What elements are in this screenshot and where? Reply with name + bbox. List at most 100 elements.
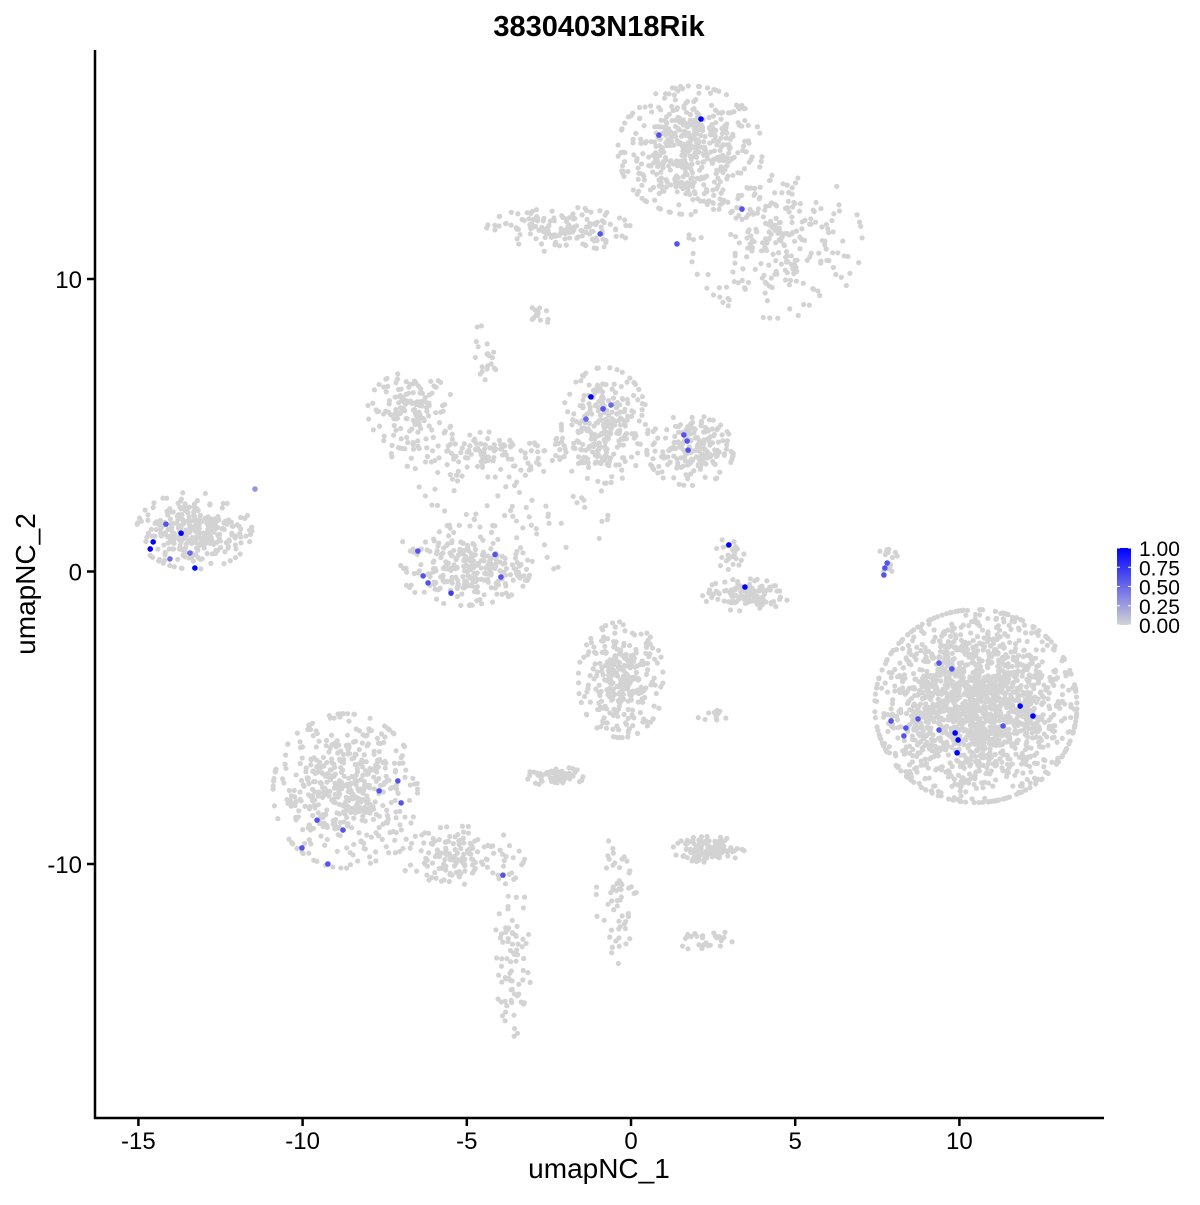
cell-point — [1023, 698, 1029, 704]
cell-point — [652, 656, 658, 662]
cell-point — [672, 85, 679, 91]
cell-point — [644, 660, 651, 667]
cell-point — [724, 155, 731, 161]
cell-point — [836, 208, 843, 214]
cell-point — [579, 228, 586, 234]
cell-point — [1035, 716, 1042, 723]
cell-point — [722, 167, 728, 173]
cell-point — [529, 316, 535, 322]
cell-point — [996, 660, 1002, 666]
cell-point — [463, 554, 469, 560]
cell-point — [562, 231, 568, 237]
cell-point — [1032, 672, 1038, 679]
cell-point — [1016, 625, 1022, 631]
cell-point — [1033, 722, 1039, 728]
cell-point — [886, 744, 892, 750]
cell-point — [742, 105, 748, 112]
cell-point — [418, 386, 424, 392]
cell-point — [279, 776, 286, 782]
cell-point — [718, 110, 725, 116]
cell-point — [692, 448, 698, 454]
cell-point — [640, 719, 646, 725]
cell-point — [901, 751, 907, 757]
cell-point — [953, 697, 959, 703]
cell-point — [437, 585, 443, 591]
cell-point — [364, 793, 370, 799]
cell-point — [416, 568, 422, 574]
cell-point — [482, 442, 488, 448]
cell-point — [708, 102, 715, 108]
cell-point — [872, 691, 879, 697]
cell-point — [698, 122, 705, 128]
cell-point — [578, 378, 584, 384]
cell-point — [357, 805, 363, 811]
cell-point — [383, 773, 389, 779]
cell-point — [653, 171, 660, 177]
cell-point — [288, 793, 294, 799]
cell-point — [465, 455, 471, 461]
cell-point — [1019, 781, 1025, 787]
cell-point — [757, 184, 763, 190]
cell-point — [594, 669, 600, 675]
cell-point — [698, 165, 705, 171]
cell-point — [584, 216, 590, 222]
cell-point — [644, 723, 650, 729]
cell-point — [694, 139, 700, 145]
cell-point — [774, 271, 780, 277]
cell-point — [931, 679, 937, 685]
cell-point — [336, 811, 343, 817]
cell-point — [403, 378, 409, 385]
cell-point — [306, 837, 312, 843]
cell-point — [962, 799, 969, 805]
cell-point — [562, 400, 568, 406]
cell-point — [286, 787, 292, 794]
cell-point — [1010, 702, 1016, 709]
cell-point — [595, 408, 601, 414]
cell-point — [341, 783, 347, 789]
cell-point — [1000, 616, 1006, 622]
cell-point — [1073, 714, 1079, 721]
cell-point — [529, 225, 535, 231]
cell-point — [689, 482, 696, 489]
cell-point — [545, 319, 551, 325]
cell-point — [1035, 696, 1041, 702]
cell-point — [297, 761, 303, 767]
cell-point — [491, 850, 497, 856]
cell-point — [953, 635, 959, 641]
cell-point — [588, 209, 594, 215]
cell-point — [622, 432, 628, 438]
cell-point — [385, 726, 391, 732]
cell-point — [754, 576, 760, 582]
cell-point — [688, 459, 694, 465]
cell-point — [346, 745, 352, 751]
cell-point — [605, 636, 611, 642]
cell-point — [919, 621, 925, 627]
cell-point — [481, 558, 487, 564]
cell-point — [346, 782, 353, 788]
cell-point — [951, 741, 958, 747]
cell-point — [769, 172, 775, 178]
cell-point — [971, 781, 977, 788]
cell-point — [272, 768, 278, 775]
cell-point — [365, 771, 371, 777]
cell-point — [620, 691, 627, 698]
cell-point — [620, 396, 626, 402]
cell-point — [677, 422, 684, 428]
cell-point — [764, 578, 770, 584]
cell-point — [229, 530, 235, 536]
cell-point — [608, 479, 614, 486]
cell-point — [773, 603, 779, 610]
cell-point — [393, 786, 400, 792]
cell-point — [393, 809, 399, 815]
cell-point — [624, 379, 630, 385]
cell-point — [1014, 791, 1020, 797]
cell-point — [328, 756, 335, 762]
cell-point — [702, 424, 709, 431]
cell-point — [308, 762, 314, 768]
cell-point — [818, 258, 824, 264]
cell-point — [409, 400, 415, 406]
cell-point — [403, 836, 409, 842]
cell-point — [679, 132, 685, 139]
cell-point — [515, 211, 521, 217]
cell-point — [321, 820, 327, 826]
